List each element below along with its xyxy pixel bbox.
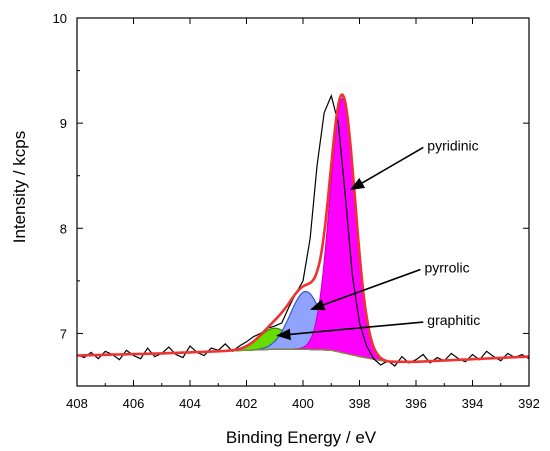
y-axis-title: Intensity / kcps [10,131,29,243]
x-tick-label: 398 [349,396,371,411]
fit-envelope-line [77,93,529,364]
x-axis-title: Binding Energy / eV [226,428,377,447]
annotation-pyrrolic: pyrrolic [424,259,469,275]
y-tick-label: 8 [60,221,67,236]
annotation-arrow-pyridinic [349,146,424,191]
y-tick-label: 7 [60,326,67,341]
annotation-pyridinic: pyridinic [427,137,478,153]
x-tick-label: 406 [123,396,145,411]
x-tick-label: 408 [66,396,88,411]
peak-pyridinic [253,97,431,363]
x-tick-label: 402 [236,396,258,411]
x-tick-label: 396 [405,396,427,411]
axes: 408 406 404 402 400 398 396 394 392 7 8 9 10 pyridini… [53,11,540,411]
annotation-arrow-pyrrolic [310,268,421,311]
x-tick-label: 392 [518,396,540,411]
y-tick-label: 9 [60,116,67,131]
plot-area [76,93,530,367]
x-tick-label: 400 [292,396,314,411]
annotation-arrow-graphitic [276,321,424,341]
y-tick-label: 10 [53,11,67,26]
x-tick-label: 394 [462,396,484,411]
x-tick-label: 404 [179,396,201,411]
annotation-graphitic: graphitic [427,312,480,328]
